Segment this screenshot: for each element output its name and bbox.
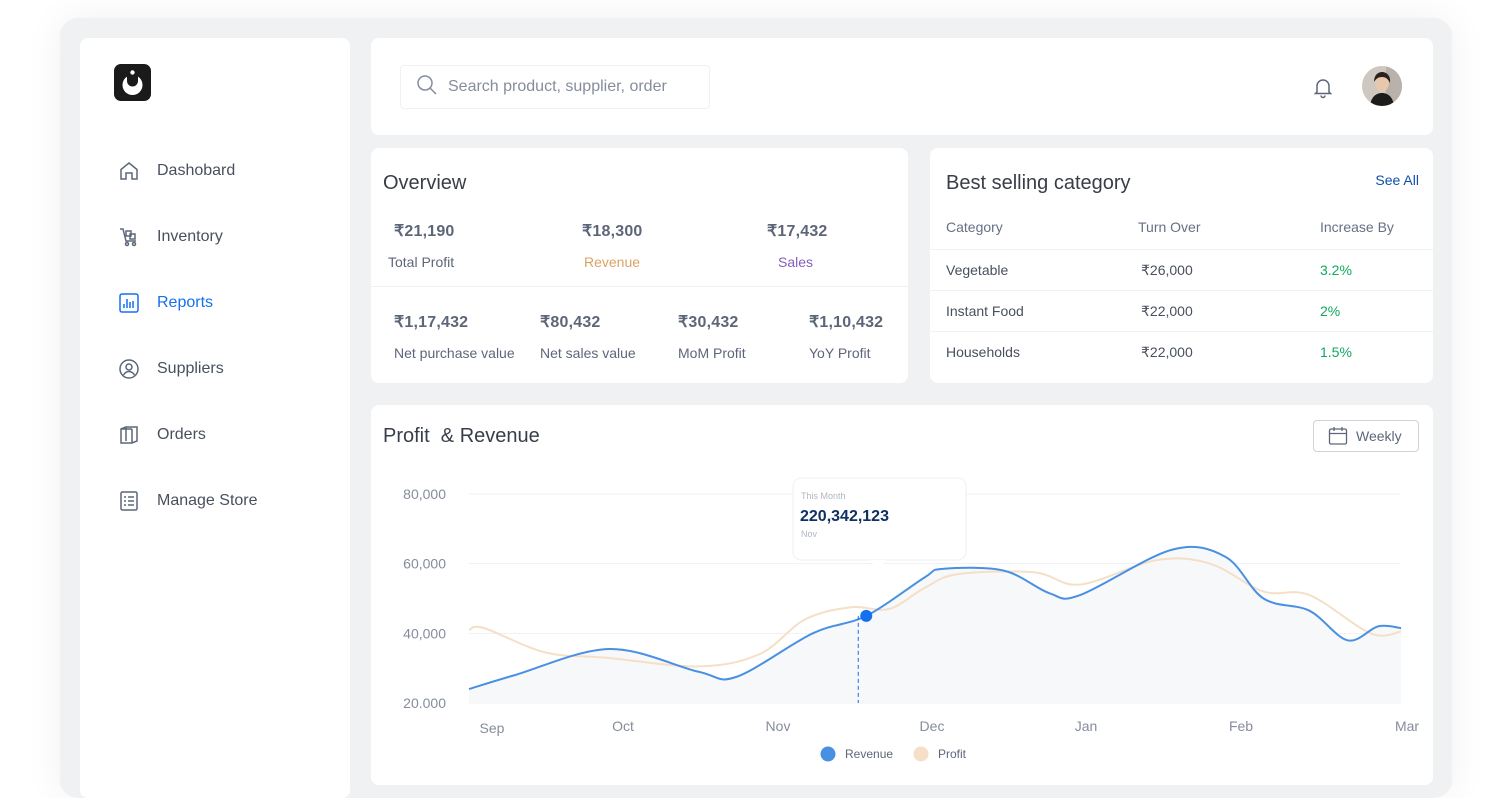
search-input[interactable] (448, 78, 698, 96)
revenue-label: Revenue (584, 254, 641, 270)
yoy-profit-label: YoY Profit (809, 345, 871, 361)
table-cell-turnover: ₹22,000 (1141, 303, 1193, 319)
period-dropdown[interactable]: Weekly (1313, 420, 1419, 452)
table-cell-turnover: ₹26,000 (1141, 262, 1193, 278)
net-purchase-label: Net purchase value (394, 345, 515, 361)
avatar[interactable] (1362, 66, 1402, 106)
home-icon (118, 160, 140, 182)
search-icon (416, 74, 438, 101)
sidebar-item-dashboard[interactable]: Dashobard (118, 159, 235, 183)
overview-title: Overview (383, 172, 467, 194)
sidebar-item-label: Suppliers (157, 360, 224, 377)
checklist-icon (118, 490, 140, 512)
best-selling-card: Best selling category See All Category T… (930, 148, 1433, 383)
profit-revenue-card: Profit & Revenue Weekly (371, 405, 1433, 785)
column-header-turnover: Turn Over (1138, 219, 1201, 235)
sidebar-item-suppliers[interactable]: Suppliers (118, 357, 224, 381)
table-cell-category: Instant Food (946, 303, 1024, 319)
table-divider (930, 249, 1433, 250)
sales-label: Sales (778, 254, 814, 270)
sidebar-item-reports[interactable]: Reports (118, 291, 213, 315)
yoy-profit-value: ₹1,10,432 (809, 314, 884, 331)
overview-divider (371, 286, 908, 287)
sidebar-item-label: Orders (157, 426, 206, 443)
calendar-icon (1328, 427, 1348, 445)
sales-value: ₹17,432 (767, 223, 828, 240)
column-header-increase: Increase By (1320, 219, 1394, 235)
sidebar-item-inventory[interactable]: Inventory (118, 225, 223, 249)
sidebar-item-label: Reports (157, 294, 214, 311)
table-divider (930, 290, 1433, 291)
app-logo[interactable] (114, 64, 151, 101)
table-divider (930, 331, 1433, 332)
best-selling-title: Best selling category (946, 172, 1131, 194)
mom-profit-label: MoM Profit (678, 345, 746, 361)
user-circle-icon (118, 358, 140, 380)
period-label: Weekly (1356, 428, 1402, 444)
table-cell-increase: 3.2% (1320, 262, 1352, 278)
net-purchase-value: ₹1,17,432 (394, 314, 469, 331)
search-box[interactable] (400, 65, 710, 109)
sidebar-item-manage-store[interactable]: Manage Store (118, 489, 258, 513)
see-all-link[interactable]: See All (1375, 172, 1419, 188)
inventory-icon (118, 226, 140, 248)
reports-icon (118, 292, 140, 314)
total-profit-value: ₹21,190 (394, 223, 455, 240)
bell-icon[interactable] (1311, 75, 1335, 99)
chart-title: Profit & Revenue (383, 425, 540, 447)
top-bar (371, 38, 1433, 135)
sidebar-item-label: Dashobard (157, 162, 236, 179)
column-header-category: Category (946, 219, 1003, 235)
table-cell-turnover: ₹22,000 (1141, 344, 1193, 360)
net-sales-label: Net sales value (540, 345, 636, 361)
total-profit-label: Total Profit (388, 254, 455, 270)
net-sales-value: ₹80,432 (540, 314, 601, 331)
table-cell-category: Households (946, 344, 1020, 360)
sidebar-item-label: Inventory (157, 228, 223, 245)
table-cell-increase: 1.5% (1320, 344, 1352, 360)
revenue-value: ₹18,300 (582, 223, 643, 240)
box-icon (118, 424, 140, 446)
sidebar-item-label: Manage Store (157, 492, 258, 509)
sidebar-item-orders[interactable]: Orders (118, 423, 206, 447)
table-cell-increase: 2% (1320, 303, 1341, 319)
overview-card: Overview ₹21,190 Total Profit ₹18,300 Re… (371, 148, 908, 383)
table-cell-category: Vegetable (946, 262, 1009, 278)
mom-profit-value: ₹30,432 (678, 314, 739, 331)
sidebar: Dashobard Inventory Reports Suppliers Or… (80, 38, 350, 798)
